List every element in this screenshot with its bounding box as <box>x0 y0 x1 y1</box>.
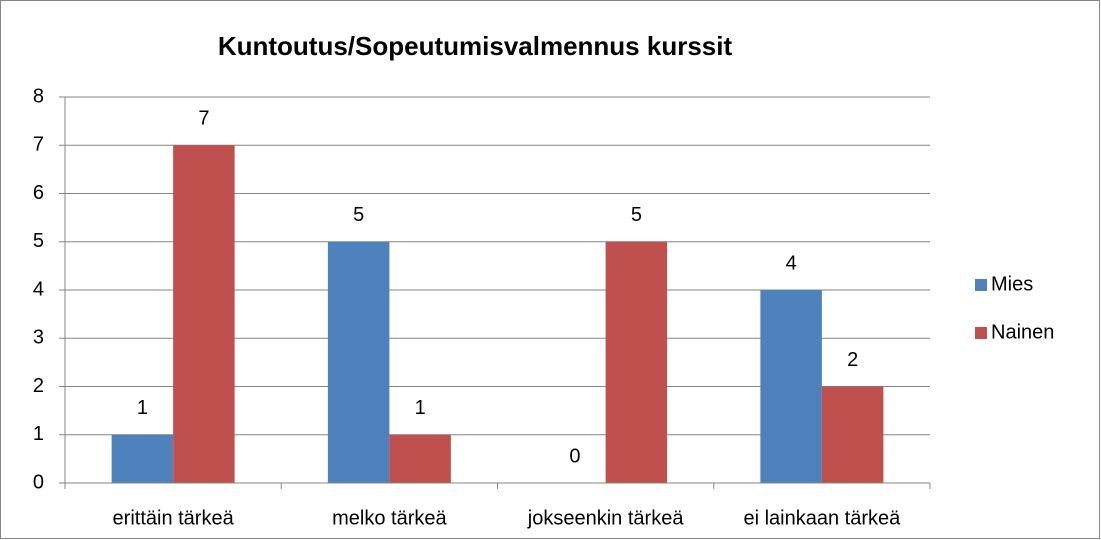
bar <box>760 290 822 483</box>
y-tick-label: 3 <box>33 327 44 349</box>
y-tick-label: 1 <box>33 423 44 445</box>
bar <box>173 145 235 483</box>
data-label: 4 <box>786 252 797 274</box>
bar <box>327 241 390 483</box>
data-label: 5 <box>353 204 364 226</box>
data-label: 0 <box>569 445 580 467</box>
y-tick-label: 6 <box>33 182 44 204</box>
data-label: 7 <box>198 108 209 130</box>
legend-swatch <box>975 279 987 291</box>
data-label: 5 <box>631 204 642 226</box>
legend-label: Mies <box>991 273 1033 295</box>
bar <box>111 434 174 483</box>
y-tick-label: 8 <box>33 85 44 107</box>
data-label: 1 <box>137 397 148 419</box>
bar <box>821 386 884 483</box>
legend-label: Nainen <box>991 321 1054 343</box>
data-label: 2 <box>847 349 858 371</box>
legend-swatch <box>975 327 987 339</box>
x-tick-label: erittäin tärkeä <box>113 507 235 529</box>
y-tick-label: 0 <box>33 471 44 493</box>
x-tick-label: ei lainkaan tärkeä <box>743 507 901 529</box>
y-tick-label: 5 <box>33 230 44 252</box>
x-tick-label: melko tärkeä <box>332 507 447 529</box>
chart-title: Kuntoutus/Sopeutumisvalmennus kurssit <box>218 31 733 61</box>
y-tick-label: 2 <box>33 375 44 397</box>
y-tick-label: 4 <box>33 278 44 300</box>
bar <box>605 241 668 483</box>
x-tick-label: jokseenkin tärkeä <box>527 507 685 529</box>
data-label: 1 <box>415 397 426 419</box>
bar <box>389 434 451 483</box>
y-tick-label: 7 <box>33 134 44 156</box>
